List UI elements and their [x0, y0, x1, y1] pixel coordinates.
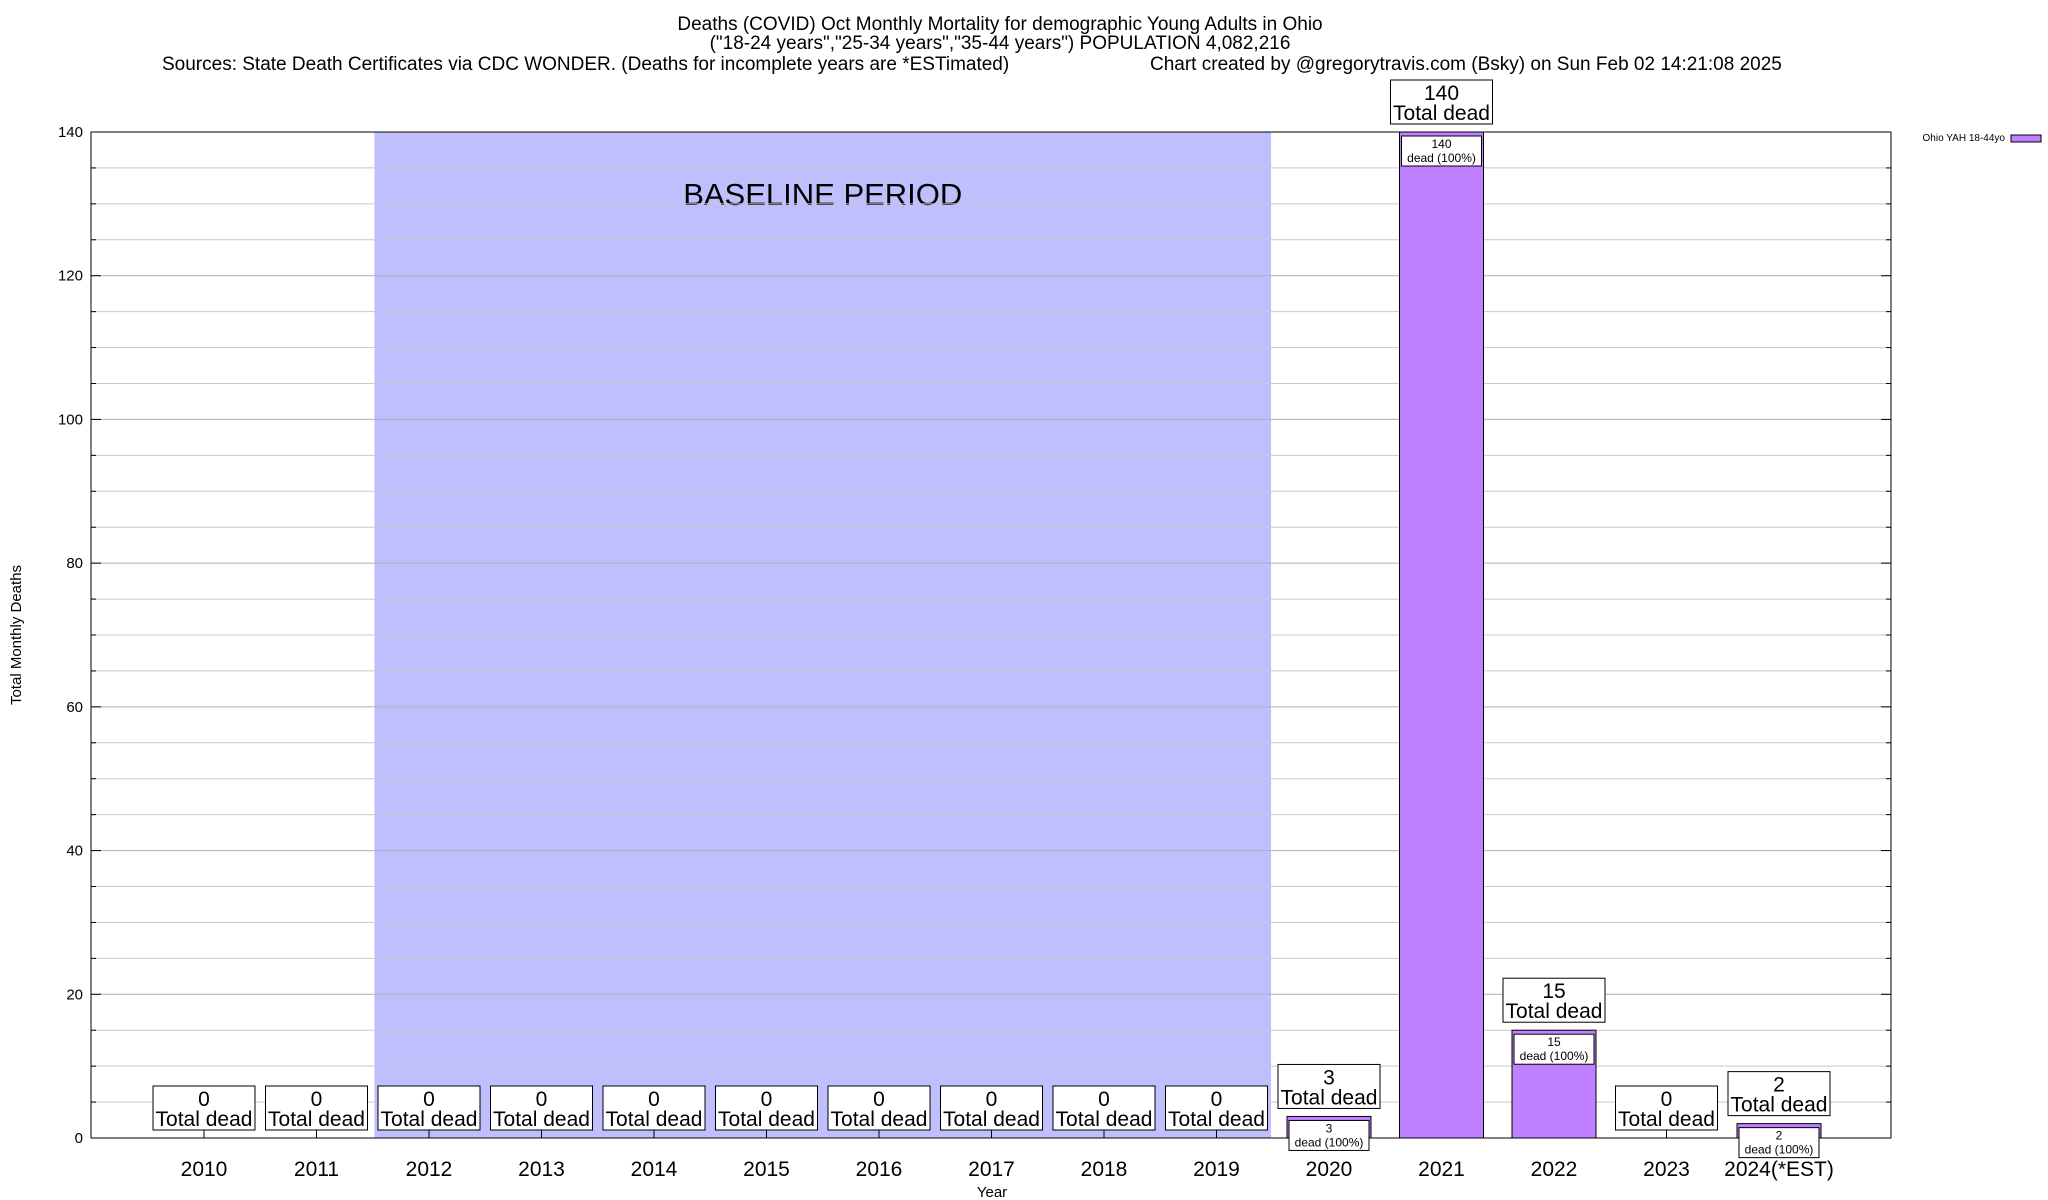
- total-value-label: 3: [1323, 1066, 1335, 1089]
- total-value-label: 0: [986, 1088, 998, 1111]
- y-tick-label: 0: [75, 1130, 83, 1147]
- x-tick-label: 2022: [1531, 1158, 1578, 1181]
- total-value-label: 0: [423, 1088, 435, 1111]
- segment-percent-label: dead (100%): [1520, 1049, 1589, 1063]
- x-tick-label: 2024(*EST): [1724, 1158, 1834, 1181]
- total-label-box: [490, 1085, 593, 1131]
- total-label-box: [1277, 1063, 1381, 1109]
- total-value-label: 0: [1211, 1088, 1223, 1111]
- chart-credit: Chart created by @gregorytravis.com (Bsk…: [1150, 54, 1782, 75]
- legend-swatch: [2010, 134, 2042, 143]
- x-tick-label: 2010: [181, 1158, 228, 1181]
- total-label-box: [1615, 1085, 1718, 1131]
- legend-entry-label: Ohio YAH 18-44yo: [1923, 133, 2006, 144]
- x-tick-label: 2012: [406, 1158, 453, 1181]
- segment-label-box: [1288, 1119, 1370, 1151]
- segment-value-label: 15: [1547, 1035, 1561, 1049]
- segment-value-label: 3: [1326, 1121, 1333, 1135]
- total-text-label: Total dead: [1393, 102, 1490, 125]
- total-text-label: Total dead: [268, 1108, 365, 1131]
- x-tick-label: 2011: [294, 1158, 339, 1181]
- total-label-box: [377, 1085, 481, 1131]
- segment-percent-label: dead (100%): [1295, 1135, 1364, 1149]
- segment-percent-label: dead (100%): [1745, 1143, 1814, 1157]
- total-text-label: Total dead: [493, 1108, 590, 1131]
- x-tick-label: 2018: [1081, 1158, 1128, 1181]
- y-tick-label: 60: [66, 699, 83, 716]
- y-tick-label: 100: [58, 411, 83, 428]
- total-label-box: [602, 1085, 706, 1131]
- total-text-label: Total dead: [156, 1108, 253, 1131]
- total-text-label: Total dead: [606, 1108, 703, 1131]
- total-text-label: Total dead: [831, 1108, 928, 1131]
- x-tick-label: 2014: [631, 1158, 678, 1181]
- x-tick-label: 2016: [856, 1158, 903, 1181]
- total-value-label: 0: [873, 1088, 885, 1111]
- total-label-box: [1502, 977, 1606, 1023]
- total-label-box: [1165, 1085, 1268, 1131]
- x-tick-label: 2021: [1418, 1158, 1465, 1181]
- total-text-label: Total dead: [718, 1108, 815, 1131]
- total-text-label: Total dead: [1731, 1094, 1828, 1117]
- total-value-label: 0: [311, 1088, 323, 1111]
- x-tick-label: 2013: [518, 1158, 565, 1181]
- y-tick-label: 140: [58, 124, 83, 141]
- total-label-box: [940, 1085, 1043, 1131]
- y-axis-label: Total Monthly Deaths: [8, 565, 25, 705]
- total-value-label: 0: [198, 1088, 210, 1111]
- total-text-label: Total dead: [1618, 1108, 1715, 1131]
- total-text-label: Total dead: [1506, 1000, 1603, 1023]
- total-value-label: 140: [1424, 82, 1459, 105]
- total-value-label: 0: [1098, 1088, 1110, 1111]
- bar: [1399, 131, 1484, 1139]
- segment-label-box: [1401, 135, 1482, 167]
- total-label-box: [1727, 1071, 1831, 1117]
- total-label-box: [1052, 1085, 1156, 1131]
- total-label-box: [152, 1085, 256, 1131]
- total-text-label: Total dead: [1056, 1108, 1153, 1131]
- y-tick-label: 40: [66, 843, 83, 860]
- total-value-label: 0: [536, 1088, 548, 1111]
- x-tick-label: 2020: [1306, 1158, 1353, 1181]
- total-label-box: [715, 1085, 818, 1131]
- x-tick-label: 2017: [968, 1158, 1015, 1181]
- axes: Total Monthly Deaths Year 02040608010012…: [8, 124, 1892, 1200]
- segment-value-label: 2: [1776, 1129, 1783, 1143]
- total-label-box: [827, 1085, 931, 1131]
- x-tick-label: 2019: [1193, 1158, 1240, 1181]
- segment-label-box: [1513, 1033, 1595, 1065]
- x-tick-label: 2015: [743, 1158, 790, 1181]
- total-label-box: [1390, 79, 1493, 125]
- segment-label-box: [1738, 1127, 1820, 1159]
- chart-title: Deaths (COVID) Oct Monthly Mortality for…: [677, 14, 1323, 35]
- segment-percent-label: dead (100%): [1407, 151, 1476, 165]
- total-label-box: [265, 1085, 368, 1131]
- chart-titles: Deaths (COVID) Oct Monthly Mortality for…: [0, 0, 2048, 80]
- x-tick-label: 2023: [1643, 1158, 1690, 1181]
- total-value-label: 2: [1773, 1074, 1785, 1097]
- y-tick-label: 120: [58, 268, 83, 285]
- total-text-label: Total dead: [381, 1108, 478, 1131]
- y-tick-label: 80: [66, 555, 83, 572]
- segment-value-label: 140: [1431, 137, 1451, 151]
- chart-source: Sources: State Death Certificates via CD…: [162, 54, 1010, 75]
- baseline-label: BASELINE PERIOD: [683, 177, 962, 212]
- legend: Ohio YAH 18-44yo: [1923, 133, 2042, 144]
- total-text-label: Total dead: [1281, 1086, 1378, 1109]
- total-text-label: Total dead: [943, 1108, 1040, 1131]
- y-tick-label: 20: [66, 986, 83, 1003]
- chart-subtitle: ("18-24 years","25-34 years","35-44 year…: [709, 33, 1291, 54]
- x-axis-label: Year: [977, 1184, 1007, 1200]
- total-value-label: 0: [761, 1088, 773, 1111]
- total-value-label: 0: [648, 1088, 660, 1111]
- total-value-label: 15: [1542, 980, 1565, 1003]
- total-text-label: Total dead: [1168, 1108, 1265, 1131]
- total-value-label: 0: [1661, 1088, 1673, 1111]
